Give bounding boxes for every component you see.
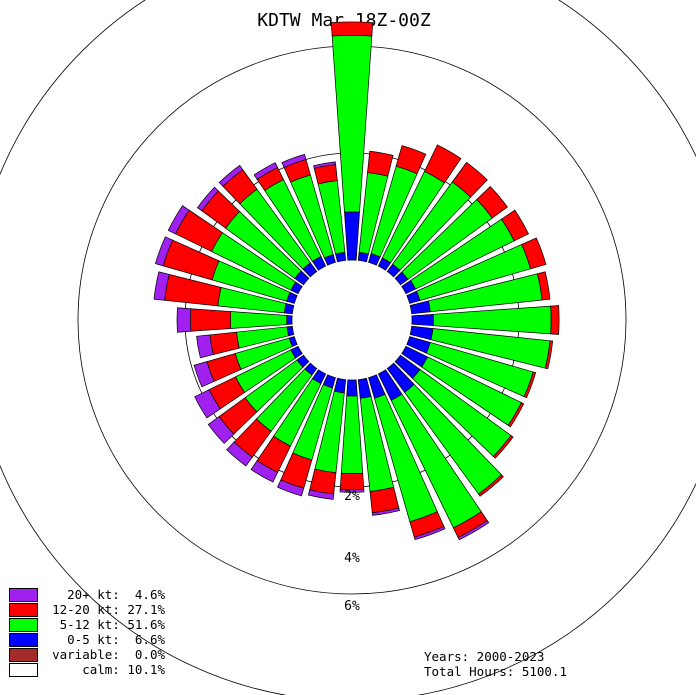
bar-130deg-12-20-kt: [492, 434, 514, 459]
bar-210deg-20-kt: [250, 460, 279, 483]
bar-260deg-20-kt: [196, 334, 214, 359]
bar-50deg-12-20-kt: [476, 186, 508, 219]
legend-label: variable: 0.0%: [52, 647, 165, 662]
ring-label-2: 2%: [344, 489, 360, 504]
bar-0deg-12-20-kt: [330, 21, 374, 37]
years-text: Years: 2000-2023: [424, 649, 545, 664]
bar-150deg-20-kt: [457, 520, 490, 541]
legend-label: 5-12 kt: 51.6%: [59, 617, 165, 632]
bar-330deg-20-kt: [253, 162, 279, 180]
legend-swatch: [9, 663, 38, 677]
bar-260deg-12-20-kt: [209, 331, 240, 356]
bar-160deg-20-kt: [413, 525, 446, 541]
total-hours-text: Total Hours: 5100.1: [424, 664, 567, 679]
legend-swatch: [9, 588, 38, 602]
bar-270deg-12-20-kt: [190, 308, 232, 332]
bar-190deg-12-20-kt: [309, 468, 337, 495]
bar-90deg-0-5-kt: [411, 313, 434, 327]
bar-180deg-5-12-kt: [340, 395, 364, 474]
bar-190deg-20-kt: [307, 489, 335, 500]
ring-label-4: 4%: [344, 551, 360, 566]
bar-190deg-0-5-kt: [333, 377, 347, 394]
bar-180deg-20-kt: [339, 488, 365, 493]
bar-90deg-5-12-kt: [432, 305, 552, 335]
bar-270deg-20-kt: [176, 307, 192, 333]
ring-label-6: 6%: [344, 599, 360, 614]
bar-300deg-20-kt: [167, 205, 190, 235]
bar-80deg-0-5-kt: [409, 300, 431, 315]
bar-270deg-5-12-kt: [230, 311, 288, 329]
bar-30deg-12-20-kt: [424, 144, 462, 184]
legend-label: 12-20 kt: 27.1%: [52, 602, 165, 617]
bar-180deg-12-20-kt: [339, 472, 365, 491]
legend-swatch: [9, 633, 38, 647]
bar-20deg-12-20-kt: [395, 145, 427, 175]
bar-0deg-0-5-kt: [344, 211, 360, 261]
chart-title: KDTW Mar 18Z-00Z: [257, 10, 431, 31]
bar-80deg-12-20-kt: [536, 271, 551, 301]
bar-170deg-20-kt: [371, 507, 400, 516]
bar-140deg-12-20-kt: [477, 474, 504, 497]
bar-220deg-20-kt: [226, 441, 253, 467]
bar-290deg-20-kt: [155, 236, 174, 267]
legend-label: 20+ kt: 4.6%: [67, 587, 165, 602]
legend-swatch: [9, 648, 38, 662]
legend-label: calm: 10.1%: [82, 662, 165, 677]
legend-swatch: [9, 618, 38, 632]
bar-250deg-20-kt: [193, 361, 215, 388]
bar-40deg-12-20-kt: [451, 161, 488, 198]
legend-label: 0-5 kt: 6.6%: [67, 632, 165, 647]
bar-280deg-20-kt: [153, 271, 170, 301]
bar-170deg-0-5-kt: [357, 377, 372, 399]
legend-swatch: [9, 603, 38, 617]
bar-10deg-12-20-kt: [367, 150, 394, 177]
bar-350deg-20-kt: [313, 161, 337, 169]
bar-320deg-20-kt: [218, 164, 244, 187]
bar-120deg-12-20-kt: [507, 402, 525, 428]
bar-200deg-20-kt: [277, 479, 305, 497]
bar-110deg-12-20-kt: [523, 371, 537, 399]
bar-240deg-20-kt: [194, 389, 221, 419]
bar-270deg-0-5-kt: [286, 315, 293, 325]
bar-340deg-20-kt: [281, 153, 307, 168]
footer-info: Years: 2000-2023 Total Hours: 5100.1: [424, 649, 567, 679]
bar-60deg-12-20-kt: [501, 209, 530, 242]
bar-70deg-12-20-kt: [521, 237, 547, 270]
bar-180deg-0-5-kt: [346, 379, 358, 397]
bar-90deg-12-20-kt: [550, 305, 560, 335]
bar-230deg-20-kt: [207, 416, 235, 444]
bar-100deg-12-20-kt: [544, 340, 554, 370]
bar-310deg-20-kt: [196, 186, 219, 212]
